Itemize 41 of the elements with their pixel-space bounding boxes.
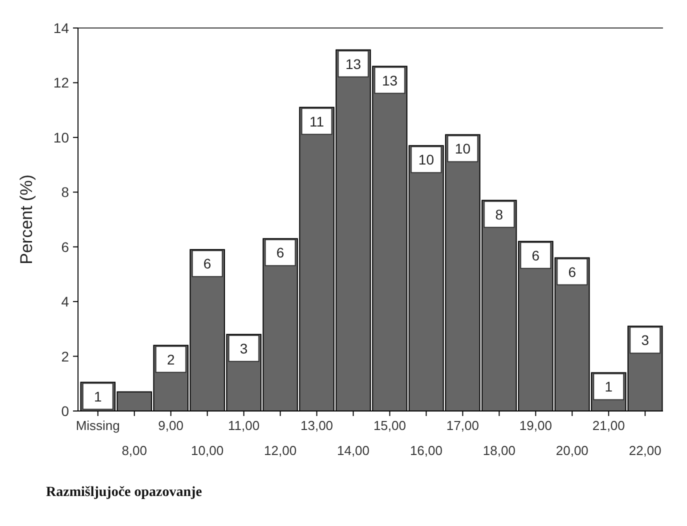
data-label: 6	[568, 264, 576, 280]
y-axis-title: Percent (%)	[17, 174, 36, 264]
y-tick-label: 10	[53, 129, 70, 146]
y-tick-label: 6	[61, 238, 70, 255]
x-tick-label: 20,00	[556, 443, 588, 458]
x-tick-label: 16,00	[410, 443, 442, 458]
x-tick-label: 18,00	[482, 443, 516, 458]
data-label: 6	[203, 256, 212, 272]
x-tick-label: 14,00	[336, 443, 370, 458]
x-tick-label: Missing	[76, 418, 120, 433]
data-label: 2	[166, 351, 175, 368]
data-label: 3	[240, 340, 248, 356]
x-tick-label: 15,00	[373, 418, 406, 433]
y-tick-label: 8	[61, 184, 70, 200]
y-tick-label: 12	[53, 74, 70, 91]
data-label: 3	[641, 332, 650, 348]
data-label: 11	[310, 113, 324, 130]
x-tick-label: 22,00	[628, 443, 662, 458]
x-tick-label: 11,00	[228, 418, 260, 433]
y-tick-label: 2	[61, 348, 70, 364]
data-label: 6	[532, 247, 540, 264]
data-label: 8	[495, 206, 504, 222]
data-label: 1	[604, 378, 613, 395]
x-axis-title: Razmišljujoče opazovanje	[46, 485, 202, 500]
data-label: 1	[94, 388, 102, 404]
x-tick-label: 19,00	[519, 418, 552, 433]
x-tick-label: 12,00	[264, 443, 297, 458]
data-label: 13	[345, 56, 362, 72]
x-tick-label: 17,00	[446, 418, 479, 433]
x-tick-label: 9,00	[158, 418, 184, 433]
data-label: 10	[454, 140, 471, 157]
x-tick-label: 21,00	[592, 418, 625, 433]
data-label: 10	[418, 152, 434, 168]
y-tick-label: 0	[61, 403, 70, 419]
data-label: 13	[382, 72, 398, 88]
x-tick-label: 13,00	[300, 418, 334, 433]
data-label: 6	[276, 244, 284, 261]
x-tick-label: 10,00	[191, 443, 224, 458]
x-tick-label: 8,00	[122, 443, 148, 458]
y-tick-label: 4	[61, 294, 70, 310]
y-tick-label: 14	[53, 20, 70, 36]
